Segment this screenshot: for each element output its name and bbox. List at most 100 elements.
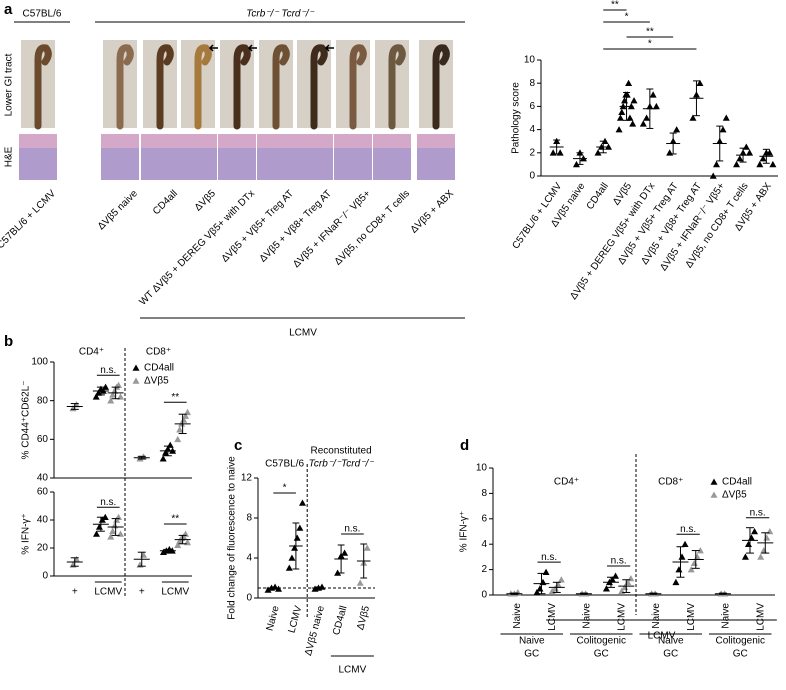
y-axis-label: % IFN-γ⁺ <box>21 513 32 554</box>
treatment-label: LCMV <box>648 631 676 642</box>
data-point <box>751 528 759 535</box>
data-point <box>744 540 752 547</box>
y-tick-label: 10 <box>524 55 536 66</box>
histology-layer <box>101 134 139 148</box>
data-point <box>742 143 750 150</box>
x-tick-label: LCMV <box>161 587 189 598</box>
gut <box>34 44 52 130</box>
data-point <box>293 534 301 541</box>
data-point <box>616 114 624 121</box>
x-tick-label: LCMV <box>616 603 627 631</box>
arrow <box>247 44 257 52</box>
data-point <box>639 120 647 127</box>
data-point <box>696 79 704 86</box>
data-point <box>572 160 580 168</box>
data-point <box>696 547 704 554</box>
y-tick-label: 8 <box>529 78 535 89</box>
arrow <box>324 44 334 52</box>
group-label: GC <box>733 649 748 660</box>
data-point <box>117 393 125 400</box>
data-point <box>687 566 695 573</box>
data-point <box>759 155 767 162</box>
sample-label: ΔVβ5 + ABX <box>409 188 457 236</box>
data-point <box>288 554 296 561</box>
data-point <box>542 568 550 575</box>
data-point <box>536 585 544 592</box>
legend-label: CD4all <box>722 477 752 488</box>
x-tick-label: Naive <box>582 603 593 629</box>
significance-label: n.s. <box>541 552 557 563</box>
row-label: H&E <box>4 146 15 167</box>
data-point <box>623 91 631 98</box>
group-label: GC <box>663 649 678 660</box>
x-tick-label: LCMV <box>755 603 766 631</box>
histology-layer <box>19 134 57 148</box>
data-point <box>652 102 660 110</box>
data-point <box>92 393 100 400</box>
gut <box>349 44 367 130</box>
y-axis-label: % IFN-γ⁺ <box>459 511 470 552</box>
significance-label: * <box>625 12 629 23</box>
data-point <box>709 172 717 179</box>
histology-layer <box>179 134 217 148</box>
significance-label: ** <box>611 0 619 11</box>
data-point <box>298 499 306 506</box>
data-point <box>180 416 188 423</box>
sample-label: ΔVβ5 naive <box>96 188 140 232</box>
data-point <box>159 455 167 462</box>
data-point <box>733 160 741 168</box>
y-tick-label: 40 <box>37 473 49 484</box>
y-tick-label: 0 <box>529 171 535 182</box>
data-point <box>184 408 192 416</box>
y-tick-label: 100 <box>31 357 48 368</box>
sample-label: ΔVβ5 + Vβ8+ Treg AT <box>258 188 334 264</box>
data-point <box>109 527 117 534</box>
group-header: CD8⁺ <box>658 477 683 488</box>
data-point <box>672 578 680 586</box>
data-point <box>136 455 144 462</box>
x-tick-label: LCMV <box>94 587 122 598</box>
significance-label: * <box>648 39 652 50</box>
histology-layer <box>141 134 179 148</box>
y-tick-label: 60 <box>37 434 49 445</box>
group-label: Naive <box>658 636 684 647</box>
data-point <box>102 383 110 390</box>
y-tick-label: 6 <box>529 101 535 112</box>
panel-label: a <box>4 1 13 18</box>
group-label: Colitogenic <box>716 636 765 647</box>
x-tick-label: ΔVβ5 naive <box>303 604 327 657</box>
group-label: GC <box>524 649 539 660</box>
y-tick-label: 0 <box>246 593 252 604</box>
legend-marker <box>710 478 718 485</box>
data-point <box>666 149 674 156</box>
x-tick-label: Naive <box>721 603 732 629</box>
data-point <box>712 160 720 168</box>
arrow <box>208 44 218 52</box>
y-tick-label: 80 <box>37 395 49 406</box>
legend-label: ΔVβ5 <box>144 376 169 387</box>
data-point <box>675 566 683 573</box>
data-point <box>107 397 115 404</box>
data-point <box>341 549 349 556</box>
group-header: CD8⁺ <box>146 347 171 358</box>
y-tick-label: 20 <box>37 543 49 554</box>
data-point <box>291 544 299 551</box>
gut <box>233 44 251 130</box>
data-point <box>766 528 774 535</box>
significance-label: ** <box>171 392 179 403</box>
significance-label: n.s. <box>100 497 116 508</box>
histology-layer <box>257 134 295 148</box>
data-point <box>356 579 364 586</box>
x-tick-label: ΔVβ5 <box>355 604 372 631</box>
data-point <box>556 149 564 156</box>
data-point <box>115 381 123 388</box>
data-point <box>101 513 109 520</box>
data-point <box>627 574 635 582</box>
row-label: Lower GI tract <box>4 53 15 116</box>
data-point <box>736 155 744 162</box>
data-point <box>539 578 547 586</box>
data-point <box>673 126 681 133</box>
header: Tcrb⁻/⁻ Tcrd⁻/⁻ <box>246 9 314 20</box>
x-tick-label: Naive <box>651 603 662 629</box>
sample-label: C57BL/6 + LCMV <box>0 188 58 251</box>
